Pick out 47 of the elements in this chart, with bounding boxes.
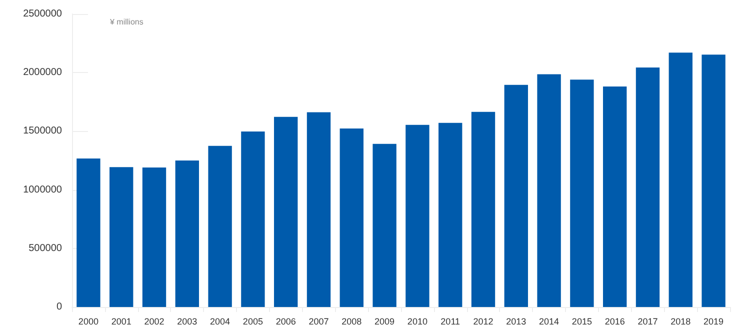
bar (274, 116, 298, 307)
y-tick-label: 0 (56, 302, 62, 312)
y-tick-label: 1500000 (23, 126, 62, 137)
x-tick-label: 2012 (473, 316, 494, 326)
bar (570, 80, 594, 307)
x-tick-label: 2000 (78, 316, 98, 326)
bar (406, 124, 430, 307)
x-tick-label: 2016 (604, 316, 625, 326)
bar (142, 168, 166, 307)
x-tick-label: 2007 (308, 316, 329, 326)
x-tick-label: 2017 (638, 316, 658, 326)
y-axis-title: ¥ millions (109, 18, 144, 26)
x-tick-label: 2006 (276, 316, 296, 326)
bar (208, 146, 232, 307)
x-tick-label: 2014 (539, 316, 560, 326)
x-tick-label: 2018 (670, 316, 691, 326)
bar (537, 74, 561, 307)
x-tick-label: 2015 (572, 316, 592, 326)
x-tick-label: 2004 (210, 316, 230, 326)
x-tick-label: 2003 (177, 316, 198, 326)
y-tick-label: 500000 (28, 242, 62, 254)
bar (702, 54, 726, 307)
y-tick-label: 2000000 (23, 67, 62, 78)
x-tick-label: 2001 (111, 316, 132, 326)
x-tick-label: 2002 (144, 316, 164, 326)
bar (603, 86, 627, 307)
bar (504, 84, 528, 307)
bar (306, 112, 331, 307)
y-tick-label: 1000000 (23, 184, 62, 196)
x-tick-label: 2009 (374, 316, 395, 326)
bar (372, 144, 396, 307)
bar (438, 122, 462, 307)
bar (668, 52, 692, 307)
bar (76, 158, 100, 307)
x-tick-label: 2013 (506, 316, 526, 326)
bar (636, 68, 660, 307)
bar (110, 167, 134, 307)
x-tick-label: 2008 (342, 316, 362, 326)
bar (241, 132, 265, 307)
bar (471, 112, 496, 307)
bar (175, 160, 199, 307)
x-tick-label: 2019 (704, 316, 724, 326)
x-tick-label: 2010 (407, 316, 428, 326)
bar (340, 128, 364, 307)
y-tick-label: 2500000 (23, 8, 62, 20)
x-tick-label: 2011 (440, 316, 460, 326)
x-tick-label: 2005 (242, 316, 263, 326)
